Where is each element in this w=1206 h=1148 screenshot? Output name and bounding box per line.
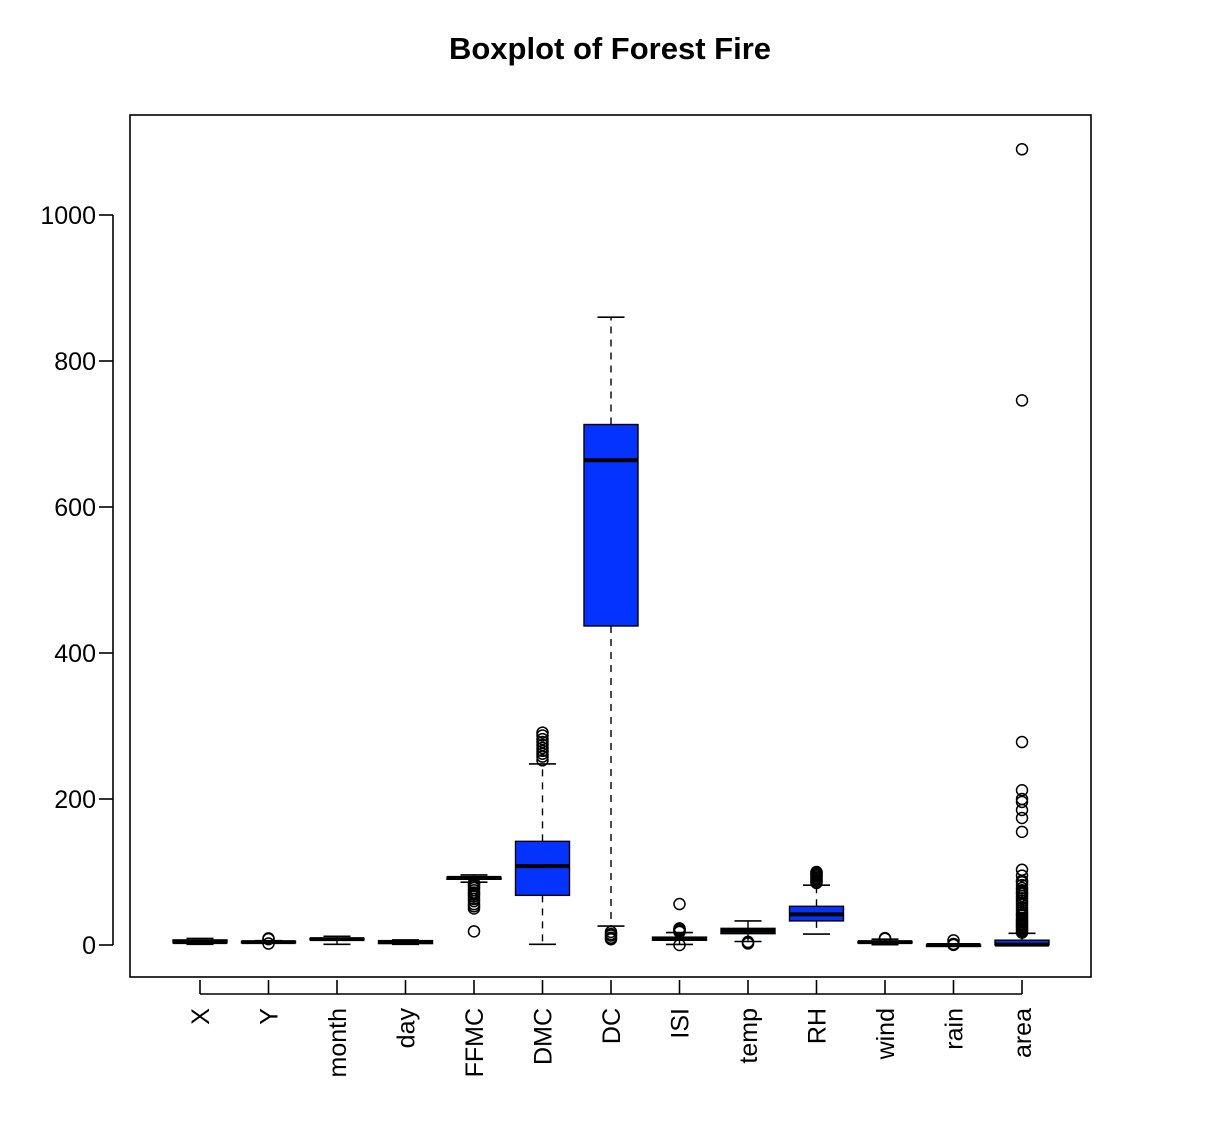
box-ffmc [446, 874, 502, 938]
box-month [309, 935, 365, 946]
outlier-point [467, 925, 481, 938]
outlier-point [1015, 783, 1029, 797]
x-tick-label-wind: wind [872, 1008, 900, 1060]
box-temp [720, 920, 776, 950]
outlier-point [604, 925, 618, 939]
outlier-point [673, 922, 686, 935]
x-tick-label-dc: DC [598, 1008, 626, 1044]
box-isi [651, 897, 708, 952]
y-tick-label: 800 [54, 348, 96, 376]
y-axis: 0 200 400 600 800 1000 [40, 202, 114, 960]
x-tick-label-ffmc: FFMC [461, 1008, 489, 1077]
outlier-point [536, 754, 549, 767]
x-tick-label-month: month [324, 1008, 352, 1077]
outlier-point [1015, 792, 1029, 806]
y-tick-label: 0 [82, 932, 96, 960]
y-tick-label: 600 [54, 494, 96, 522]
y-tick-label: 400 [54, 640, 96, 668]
x-tick-label-dmc: DMC [530, 1008, 558, 1065]
box-wind [857, 931, 913, 946]
outlier-point [673, 938, 686, 952]
y-tick-label: 1000 [40, 202, 96, 230]
box-area [994, 143, 1050, 947]
x-tick-label-day: day [393, 1008, 421, 1049]
outlier-point [1015, 394, 1029, 407]
outlier-point [1015, 863, 1029, 877]
outlier-point [262, 937, 275, 950]
box-x [172, 937, 228, 946]
outlier-point [536, 726, 549, 739]
boxes-group [172, 143, 1050, 952]
outlier-point [673, 897, 686, 911]
box-dc [583, 316, 639, 946]
outlier-point [1015, 143, 1029, 156]
x-tick-label-area: area [1009, 1008, 1037, 1058]
box-dmc [514, 726, 571, 946]
box-body [583, 423, 639, 627]
box-body [514, 840, 571, 897]
box-rain [925, 934, 982, 952]
x-tick-label-isi: ISI [667, 1008, 695, 1039]
box-day [377, 939, 434, 946]
outlier-point [467, 876, 481, 890]
outlier-point [262, 932, 275, 945]
x-tick-label-rh: RH [804, 1008, 832, 1044]
outlier-point [810, 865, 823, 879]
outlier-point [741, 935, 755, 949]
box-y [240, 932, 297, 950]
outlier-point [1015, 825, 1029, 839]
x-tick-label-temp: temp [735, 1008, 763, 1064]
x-tick-label-x: X [187, 1008, 215, 1025]
chart-title: Boxplot of Forest Fire [449, 31, 771, 66]
outlier-point [536, 732, 549, 746]
outlier-point [947, 937, 960, 951]
outlier-point [1015, 735, 1029, 749]
outlier-point [1015, 869, 1029, 882]
outlier-point [947, 934, 960, 947]
x-tick-label-y: Y [256, 1008, 284, 1025]
box-rh [788, 865, 845, 935]
x-tick-label-rain: rain [941, 1008, 969, 1050]
outlier-point [878, 931, 892, 945]
outlier-point [1015, 811, 1029, 825]
y-tick-label: 200 [54, 786, 96, 814]
plot-frame [129, 114, 1092, 978]
